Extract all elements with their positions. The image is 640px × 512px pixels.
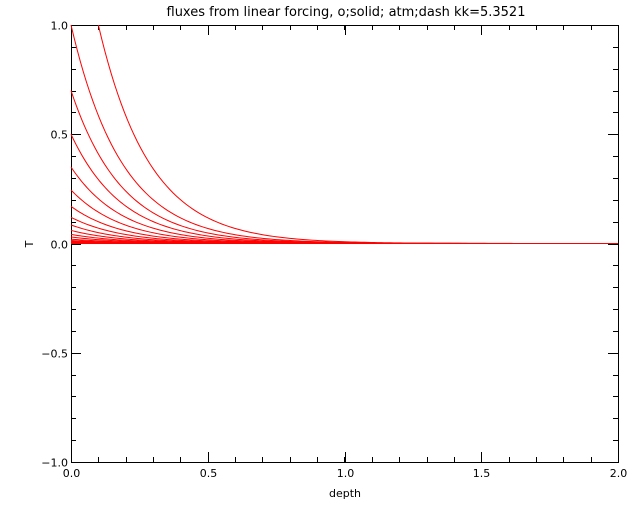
x-tick-label: 0.5 bbox=[200, 467, 218, 480]
x-tick-label: 2.0 bbox=[610, 467, 628, 480]
x-tick-label: 1.5 bbox=[473, 467, 491, 480]
y-axis-label: T bbox=[23, 240, 36, 248]
y-tick-label: −0.5 bbox=[41, 348, 68, 361]
series-line bbox=[70, 24, 569, 244]
x-axis: 0.0 0.5 1.0 1.5 2.0 bbox=[63, 25, 628, 480]
series-line bbox=[70, 134, 493, 244]
series-line bbox=[97, 24, 618, 244]
x-tick-label: 0.0 bbox=[63, 467, 81, 480]
chart-title: fluxes from linear forcing, o;solid; atm… bbox=[167, 5, 526, 20]
x-tick-label: 1.0 bbox=[337, 467, 355, 480]
y-axis: −1.0 −0.5 0.0 0.5 1.0 bbox=[41, 20, 618, 470]
series-line bbox=[70, 90, 493, 244]
series-line bbox=[70, 166, 493, 244]
y-tick-label: 0.5 bbox=[51, 129, 69, 142]
x-axis-label: depth bbox=[329, 487, 361, 500]
y-tick-label: 1.0 bbox=[51, 20, 69, 33]
y-tick-label: −1.0 bbox=[41, 457, 68, 470]
series-curves bbox=[70, 24, 618, 244]
y-tick-label: 0.0 bbox=[51, 239, 69, 252]
